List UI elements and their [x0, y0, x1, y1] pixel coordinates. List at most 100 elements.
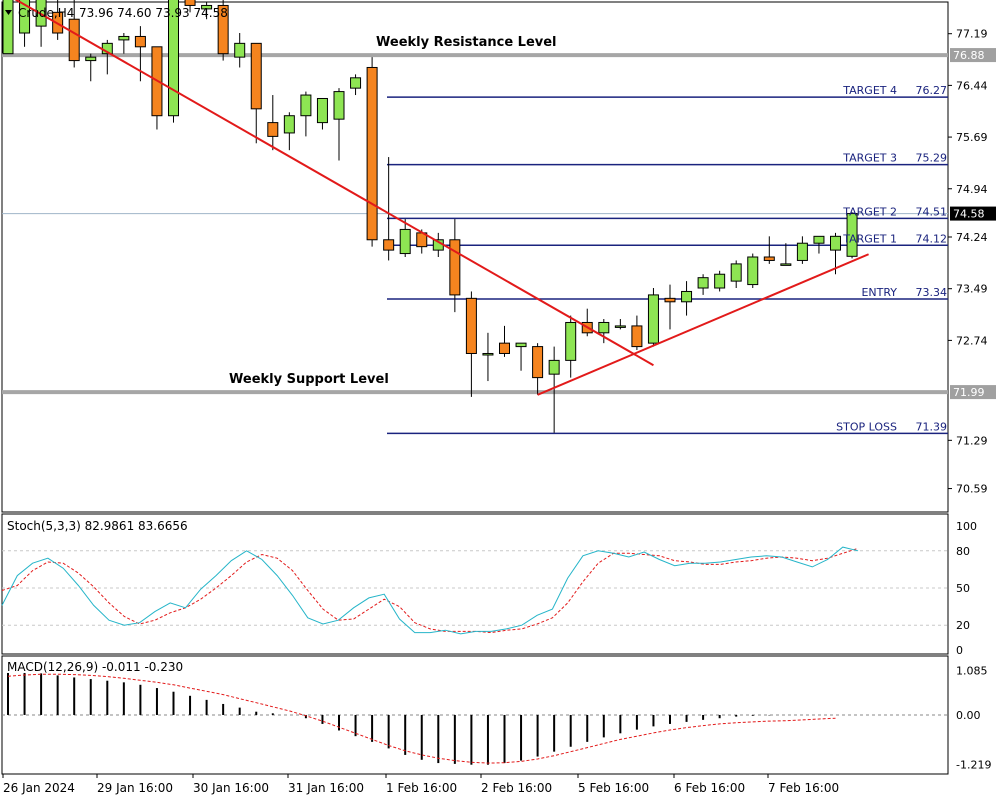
- candle-body: [399, 228, 411, 255]
- level-label: ENTRY: [861, 286, 897, 299]
- candle-body: [201, 4, 213, 10]
- ohlc-values: 73.96 74.60 73.93 74.58: [79, 6, 228, 20]
- macd-tick-label: 1.085: [956, 665, 988, 678]
- candle-body: [482, 352, 494, 356]
- price-tick-label: 74.24: [956, 231, 988, 244]
- candle: [747, 253, 759, 289]
- time-tick-label: 30 Jan 16:00: [193, 781, 269, 795]
- level-label: STOP LOSS: [836, 420, 897, 433]
- level-label: TARGET 1: [842, 232, 897, 245]
- candle: [316, 97, 328, 130]
- stochastic-d-line: [1, 547, 859, 634]
- candle-body: [118, 35, 130, 41]
- time-tick-label: 6 Feb 16:00: [674, 781, 745, 795]
- candle: [532, 343, 544, 395]
- level-value: 75.29: [916, 152, 948, 165]
- candle: [499, 325, 510, 357]
- level-value: 74.12: [916, 232, 948, 245]
- candle: [300, 91, 312, 137]
- current-price-tag-text: 74.58: [953, 208, 985, 221]
- price-tick-label: 75.69: [956, 131, 988, 144]
- level-value: 73.34: [916, 286, 948, 299]
- macd-title: MACD(12,26,9) -0.011 -0.230: [7, 660, 183, 674]
- candle: [813, 235, 825, 254]
- candle-body: [763, 256, 775, 261]
- candle-body: [250, 42, 262, 110]
- time-tick-label: 2 Feb 16:00: [481, 781, 552, 795]
- candle: [482, 332, 494, 382]
- candle-body: [631, 325, 643, 348]
- candle-body: [449, 239, 461, 296]
- candle-body: [316, 97, 328, 124]
- chart-menu-icon[interactable]: [5, 10, 12, 15]
- candle: [614, 319, 626, 330]
- trend-line: [14, 0, 654, 367]
- candle: [184, 0, 196, 13]
- time-tick-label: 1 Feb 16:00: [386, 781, 457, 795]
- time-tick-label: 26 Jan 2024: [3, 781, 75, 795]
- candle: [647, 288, 659, 347]
- candle: [465, 291, 477, 397]
- level-label: TARGET 2: [842, 205, 897, 218]
- candle: [598, 319, 610, 344]
- candle: [168, 0, 179, 123]
- stochastic-tick-label: 0: [956, 644, 963, 657]
- candle-body: [499, 342, 510, 354]
- candle: [399, 219, 411, 257]
- candle-body: [846, 213, 858, 257]
- candle: [681, 281, 693, 316]
- candle: [631, 315, 643, 351]
- candle-body: [465, 297, 477, 354]
- candle: [548, 346, 560, 433]
- price-tick-label: 77.19: [956, 28, 988, 41]
- candle-body: [350, 77, 362, 89]
- time-tick-label: 7 Feb 16:00: [768, 781, 839, 795]
- trend-line: [537, 253, 869, 396]
- candle: [217, 0, 229, 61]
- candle-body: [647, 294, 659, 344]
- candle: [366, 57, 378, 247]
- candle-body: [598, 321, 610, 334]
- level-value: 76.27: [916, 84, 948, 97]
- candle: [2, 0, 14, 55]
- candle: [730, 260, 742, 289]
- symbol-label: Crude,H4: [18, 6, 74, 20]
- candle: [85, 53, 97, 82]
- candle: [234, 33, 246, 68]
- candle-body: [664, 297, 676, 303]
- price-tick-label: 76.44: [956, 79, 988, 92]
- candle-body: [184, 0, 196, 6]
- weekly-level-price-tag-text: 76.88: [953, 49, 985, 62]
- candle-body: [796, 242, 808, 261]
- stochastic-tick-label: 80: [956, 545, 970, 558]
- price-tick-label: 72.74: [956, 334, 988, 347]
- weekly-level-price-tag: [950, 385, 996, 400]
- candle: [664, 284, 676, 330]
- stochastic-tick-label: 50: [956, 582, 970, 595]
- candle-body: [730, 263, 742, 282]
- stochastic-tick-label: 100: [956, 520, 977, 533]
- candle: [515, 342, 527, 371]
- time-tick-label: 31 Jan 16:00: [288, 781, 364, 795]
- candle-body: [548, 359, 560, 375]
- stochastic-k-line: [1, 546, 859, 635]
- candle: [714, 270, 726, 292]
- current-price-tag: [950, 206, 996, 221]
- candle-body: [515, 342, 527, 348]
- candle: [19, 0, 31, 47]
- candle-body: [532, 346, 544, 379]
- candle-body: [697, 277, 709, 289]
- candle-body: [333, 91, 345, 120]
- time-tick-label: 29 Jan 16:00: [97, 781, 173, 795]
- level-value: 71.39: [916, 420, 948, 433]
- price-tick-label: 71.29: [956, 434, 988, 447]
- candle-body: [217, 4, 229, 55]
- candle-body: [780, 263, 792, 266]
- level-value: 74.51: [916, 205, 948, 218]
- candle: [763, 236, 775, 264]
- macd-tick-label: -1.219: [956, 759, 991, 772]
- candle: [796, 236, 808, 264]
- candle: [697, 274, 709, 295]
- candle-body: [747, 256, 759, 286]
